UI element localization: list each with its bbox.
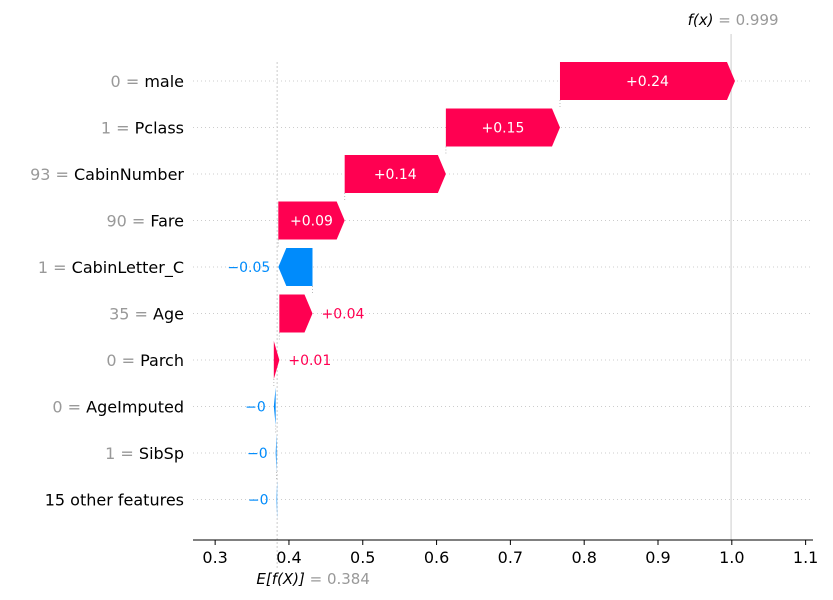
bar-value-label: +0.04 bbox=[321, 307, 364, 323]
feature-name: Age bbox=[153, 305, 184, 324]
base-value-text: = 0.384 bbox=[305, 570, 370, 588]
feature-label: 93 = CabinNumber bbox=[30, 165, 184, 184]
bar-age bbox=[279, 294, 313, 333]
x-tick-label: 0.8 bbox=[571, 548, 596, 567]
base-value-annotation: E[f(X)] = 0.384 bbox=[256, 570, 370, 588]
equals-sign: = bbox=[127, 212, 151, 231]
feature-value: 1 bbox=[101, 119, 111, 138]
bar-value-label: +0.09 bbox=[290, 214, 333, 230]
feature-name: SibSp bbox=[139, 444, 184, 463]
equals-sign: = bbox=[129, 305, 153, 324]
feature-value: 0 bbox=[111, 72, 121, 91]
x-axis: 0.3 0.4 0.5 0.6 0.7 0.8 0.9 1.0 1.1 bbox=[193, 539, 818, 567]
bar-male bbox=[559, 62, 735, 100]
equals-sign: = bbox=[115, 444, 139, 463]
equals-sign: = bbox=[117, 351, 141, 370]
feature-label: 1 = CabinLetter_C bbox=[38, 258, 184, 278]
output-value-text: = 0.999 bbox=[713, 11, 778, 29]
feature-label: 15 other features bbox=[45, 491, 184, 510]
value-annotations: f(x) = 0.999 E[f(X)] = 0.384 bbox=[256, 11, 778, 588]
feature-label: 1 = SibSp bbox=[105, 444, 184, 463]
equals-sign: = bbox=[121, 72, 145, 91]
feature-name: CabinNumber bbox=[74, 165, 184, 184]
feature-value: 90 bbox=[106, 212, 126, 231]
output-value-label: f(x) bbox=[688, 11, 714, 29]
feature-value: 35 bbox=[109, 305, 129, 324]
output-value-annotation: f(x) = 0.999 bbox=[688, 11, 779, 29]
x-tick-label: 0.9 bbox=[645, 548, 670, 567]
bar-value-label: −0 bbox=[245, 400, 266, 416]
feature-value: 93 bbox=[30, 165, 50, 184]
equals-sign: = bbox=[50, 165, 74, 184]
feature-value: 1 bbox=[105, 444, 115, 463]
equals-sign: = bbox=[48, 258, 72, 277]
bar-cabinletter-c bbox=[278, 248, 313, 286]
feature-value: 0 bbox=[106, 351, 116, 370]
feature-value: 1 bbox=[38, 258, 48, 277]
feature-label: 35 = Age bbox=[109, 305, 184, 324]
equals-sign: = bbox=[63, 398, 87, 417]
x-tick-label: 0.5 bbox=[350, 548, 375, 567]
feature-label: 0 = male bbox=[111, 72, 184, 91]
bar-parch bbox=[273, 341, 280, 379]
bar-sibsp bbox=[275, 434, 277, 472]
bar-value-label: +0.15 bbox=[481, 121, 524, 137]
feature-name: Pclass bbox=[135, 119, 184, 138]
feature-label: 90 = Fare bbox=[106, 212, 184, 231]
x-tick-label: 1.0 bbox=[719, 548, 744, 567]
equals-sign: = bbox=[111, 119, 135, 138]
feature-label: 1 = Pclass bbox=[101, 119, 184, 138]
bar-value-label: +0.01 bbox=[288, 353, 331, 369]
x-tick-label: 0.6 bbox=[424, 548, 449, 567]
bar-value-label: +0.14 bbox=[374, 167, 417, 183]
contribution-bars: +0.24 +0.15 +0.14 +0.09 −0.05 +0.04 +0.01 −0 −0 −… bbox=[227, 62, 735, 519]
x-tick-label: 1.1 bbox=[793, 548, 818, 567]
base-value-label: E[f(X)] bbox=[256, 570, 305, 588]
bar-value-label: −0 bbox=[248, 493, 269, 509]
x-tick-label: 0.3 bbox=[202, 548, 227, 567]
bar-fare bbox=[278, 201, 345, 240]
x-tick-label: 0.4 bbox=[276, 548, 301, 567]
bar-ageimputed bbox=[273, 387, 276, 426]
feature-name: male bbox=[144, 72, 184, 91]
bar-value-label: −0 bbox=[247, 446, 268, 462]
feature-name: AgeImputed bbox=[86, 398, 184, 417]
feature-name: 15 other features bbox=[45, 491, 184, 510]
feature-name: CabinLetter_C bbox=[72, 258, 184, 278]
bar-15-other-features bbox=[276, 480, 278, 519]
bar-value-label: +0.24 bbox=[626, 74, 669, 90]
bar-value-label: −0.05 bbox=[227, 260, 270, 276]
feature-value: 0 bbox=[52, 398, 62, 417]
feature-label: 0 = AgeImputed bbox=[52, 398, 184, 417]
feature-label: 0 = Parch bbox=[106, 351, 184, 370]
feature-labels: 0 = male 1 = Pclass 93 = CabinNumber 90 = F… bbox=[30, 72, 184, 510]
bar-cabinnumber bbox=[344, 155, 446, 193]
feature-name: Parch bbox=[140, 351, 184, 370]
x-tick-label: 0.7 bbox=[498, 548, 523, 567]
bar-pclass bbox=[445, 108, 560, 147]
feature-name: Fare bbox=[150, 212, 184, 231]
